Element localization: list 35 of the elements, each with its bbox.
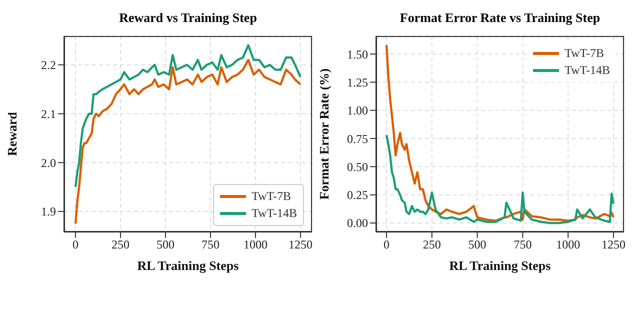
y-tick-label: 1.00 <box>347 104 368 118</box>
chart-title: Reward vs Training Step <box>118 10 258 26</box>
x-tick-label: 0 <box>384 238 390 252</box>
x-tick-label: 1000 <box>243 238 268 252</box>
y-tick-label: 2.2 <box>41 58 56 72</box>
y-tick-label: 0.00 <box>347 216 368 230</box>
x-tick-label: 250 <box>422 238 441 252</box>
y-tick-label: 0.25 <box>347 188 368 202</box>
y-tick-label: 1.50 <box>347 47 368 62</box>
legend-label: TwT-7B <box>564 45 604 62</box>
line-series <box>385 44 615 222</box>
x-tick-label: 500 <box>468 238 486 252</box>
x-tick-label: 1000 <box>556 238 580 252</box>
x-tick-label: 250 <box>112 238 130 252</box>
chart-title: Format Error Rate vs Training Step <box>398 10 602 26</box>
x-axis-title: RL Training Steps <box>137 258 239 273</box>
x-tick-label: 1250 <box>288 238 312 252</box>
legend-label: TwT-7B <box>252 188 291 205</box>
y-tick-label: 2.0 <box>41 156 56 170</box>
x-tick-label: 1250 <box>601 238 626 252</box>
legend-label: TwT-14B <box>252 205 297 222</box>
legend-label: TwT-14B <box>564 62 610 79</box>
line-series <box>385 134 615 224</box>
y-tick-label: 0.50 <box>347 160 368 174</box>
y-tick-label: 0.75 <box>347 132 368 146</box>
line-series <box>74 44 302 188</box>
line-series <box>74 58 302 225</box>
y-tick-label: 1.9 <box>41 204 56 219</box>
x-tick-label: 750 <box>201 238 220 252</box>
y-tick-label: 2.1 <box>41 106 56 121</box>
x-tick-label: 750 <box>514 238 532 252</box>
x-tick-label: 500 <box>156 238 175 252</box>
x-axis-title: RL Training Steps <box>449 258 551 273</box>
y-tick-label: 1.25 <box>347 75 368 90</box>
x-tick-label: 0 <box>72 238 79 252</box>
